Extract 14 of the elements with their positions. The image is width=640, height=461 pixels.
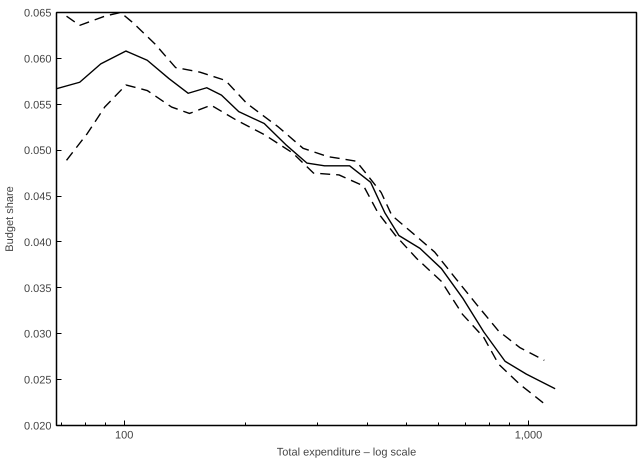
y-tick-label: 0.065 [24, 8, 52, 20]
y-tick-label: 0.030 [24, 328, 52, 341]
y-tick-label: 0.025 [24, 374, 52, 387]
y-tick-label: 0.055 [24, 99, 52, 112]
y-tick-label: 0.020 [24, 420, 52, 432]
y-tick-label: 0.060 [24, 53, 52, 66]
x-axis-title: Total expenditure – log scale [276, 446, 416, 458]
x-tick-label: 1,000 [514, 430, 542, 442]
y-tick-label: 0.035 [24, 282, 52, 295]
y-tick-label: 0.040 [24, 236, 52, 249]
y-axis-title: Budget share [4, 186, 16, 252]
y-tick-label: 0.045 [24, 191, 52, 204]
y-tick-label: 0.050 [24, 145, 52, 158]
x-tick-label: 100 [115, 430, 134, 442]
